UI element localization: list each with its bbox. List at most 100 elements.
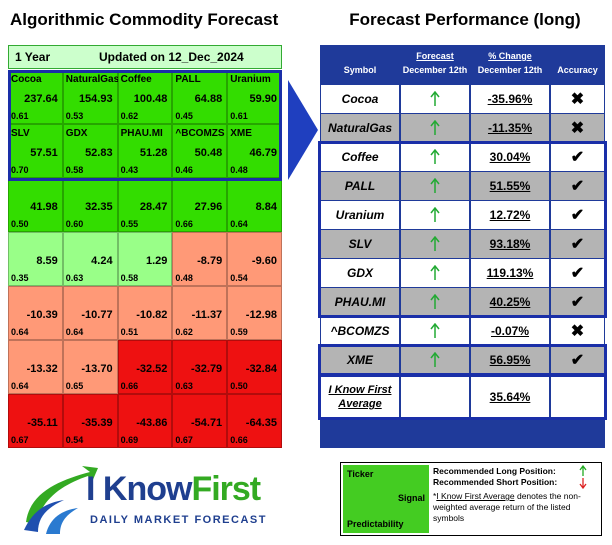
signal: -13.32 [26, 363, 58, 375]
up-arrow [430, 207, 440, 222]
table-cell: PHAU.MI [321, 288, 399, 316]
predictability: 0.64 [65, 327, 84, 337]
table-cell: -11.35% [471, 114, 549, 142]
table-cell: 93.18% [471, 230, 549, 258]
predictability: 0.63 [175, 381, 193, 391]
up-arrow [430, 236, 440, 251]
table-cell: ✖ [551, 114, 604, 142]
signal-cell: -32.79 0.63 [172, 340, 228, 394]
change: 93.18% [489, 237, 531, 251]
signal-cell: -32.52 0.66 [117, 340, 173, 394]
logo-name-a: I Know [86, 470, 192, 508]
symbol: Uranium [335, 208, 385, 222]
table-cell: 56.95% [471, 346, 549, 374]
signal-cell: -10.39 0.64 [8, 286, 63, 340]
table-cell [401, 143, 469, 171]
table-cell: Uranium [321, 201, 399, 229]
change: 56.95% [489, 353, 531, 367]
ticker: XME [230, 128, 252, 139]
table-cell: ✔ [551, 230, 604, 258]
signal-cell: 41.98 0.50 [8, 178, 63, 232]
signal-cell: 4.24 0.63 [62, 232, 118, 286]
predictability: 0.64 [230, 219, 248, 229]
signal-cell: 8.59 0.35 [8, 232, 63, 286]
signal-cell: XME 46.79 0.48 [227, 124, 282, 178]
table-cell: I Know First Average [321, 376, 399, 418]
signal: 237.64 [24, 93, 58, 105]
change: -0.07% [490, 324, 530, 338]
signal: 32.35 [85, 201, 113, 213]
predictability: 0.62 [120, 111, 139, 121]
signal-cell: -54.71 0.67 [172, 394, 228, 448]
short-arrow [579, 478, 587, 489]
accuracy: ✔ [570, 178, 585, 195]
table-cell: ✔ [551, 143, 604, 171]
signal: -11.37 [191, 309, 223, 321]
table-cell: 35.64% [471, 376, 549, 418]
ticker: PHAU.MI [120, 128, 163, 139]
signal-cell: SLV 57.51 0.70 [8, 124, 63, 178]
signal: 46.79 [249, 147, 277, 159]
predictability: 0.51 [120, 327, 139, 337]
signal: -32.79 [190, 363, 223, 375]
predictability: 0.62 [175, 327, 193, 337]
predictability: 0.61 [11, 111, 29, 121]
legend-long: Recommended Long Position: [433, 466, 556, 476]
change: -11.35% [487, 121, 533, 135]
table-cell: ✔ [551, 259, 604, 287]
header-forecast: Forecast [416, 51, 454, 61]
table-cell [401, 259, 469, 287]
accuracy: ✔ [570, 236, 585, 253]
table-cell: 40.25% [471, 288, 549, 316]
predictability: 0.66 [230, 435, 248, 445]
table-cell: 51.55% [471, 172, 549, 200]
symbol: NaturalGas [327, 121, 393, 135]
chevron [288, 80, 318, 180]
signal: 59.90 [249, 93, 277, 105]
signal: 51.28 [139, 147, 168, 159]
table-cell [401, 376, 469, 418]
ticker: NaturalGas [65, 74, 120, 85]
average-label: I Know First Average [329, 383, 392, 411]
signal: -8.79 [197, 255, 223, 267]
accuracy: ✖ [570, 323, 585, 340]
signal: 64.88 [194, 93, 223, 105]
table-cell: -0.07% [471, 317, 549, 345]
signal: -10.39 [26, 309, 58, 321]
predictability: 0.35 [11, 273, 29, 283]
legend: Ticker Signal Predictability Recommended… [340, 462, 602, 536]
signal-cell: -9.60 0.54 [227, 232, 282, 286]
table-cell: ✔ [551, 346, 604, 374]
change: 40.25% [489, 295, 531, 309]
symbol: GDX [346, 266, 373, 280]
change: 12.72% [489, 208, 531, 222]
legend-signal: Signal [397, 493, 425, 503]
table-cell: ✖ [551, 317, 604, 345]
symbol: Coffee [341, 150, 379, 164]
signal-cell: -32.84 0.50 [227, 340, 282, 394]
signal-cell: -13.70 0.65 [62, 340, 118, 394]
predictability: 0.60 [65, 219, 84, 229]
predictability: 0.67 [175, 435, 193, 445]
change: -35.96% [487, 92, 533, 106]
table-cell: 30.04% [471, 143, 549, 171]
table-cell [551, 376, 604, 418]
table-cell [401, 317, 469, 345]
legend-note: *I Know First Average denotes the non-we… [433, 491, 599, 524]
accuracy: ✖ [570, 91, 585, 108]
average-label-2: Average [338, 398, 382, 410]
signal: -54.71 [190, 417, 223, 429]
ticker: SLV [11, 128, 30, 139]
signal: 28.47 [139, 201, 168, 213]
signal: 4.24 [91, 255, 113, 267]
table-cell: 12.72% [471, 201, 549, 229]
signal-cell: -13.32 0.64 [8, 340, 63, 394]
signal-cell: 27.96 0.66 [172, 178, 228, 232]
signal: -64.35 [245, 417, 277, 429]
predictability: 0.48 [230, 165, 248, 175]
predictability: 0.66 [175, 219, 193, 229]
predictability: 0.46 [175, 165, 193, 175]
legend-predictability: Predictability [347, 519, 404, 529]
ticker: ^BCOMZS [175, 128, 225, 139]
signal: 100.48 [133, 93, 168, 105]
